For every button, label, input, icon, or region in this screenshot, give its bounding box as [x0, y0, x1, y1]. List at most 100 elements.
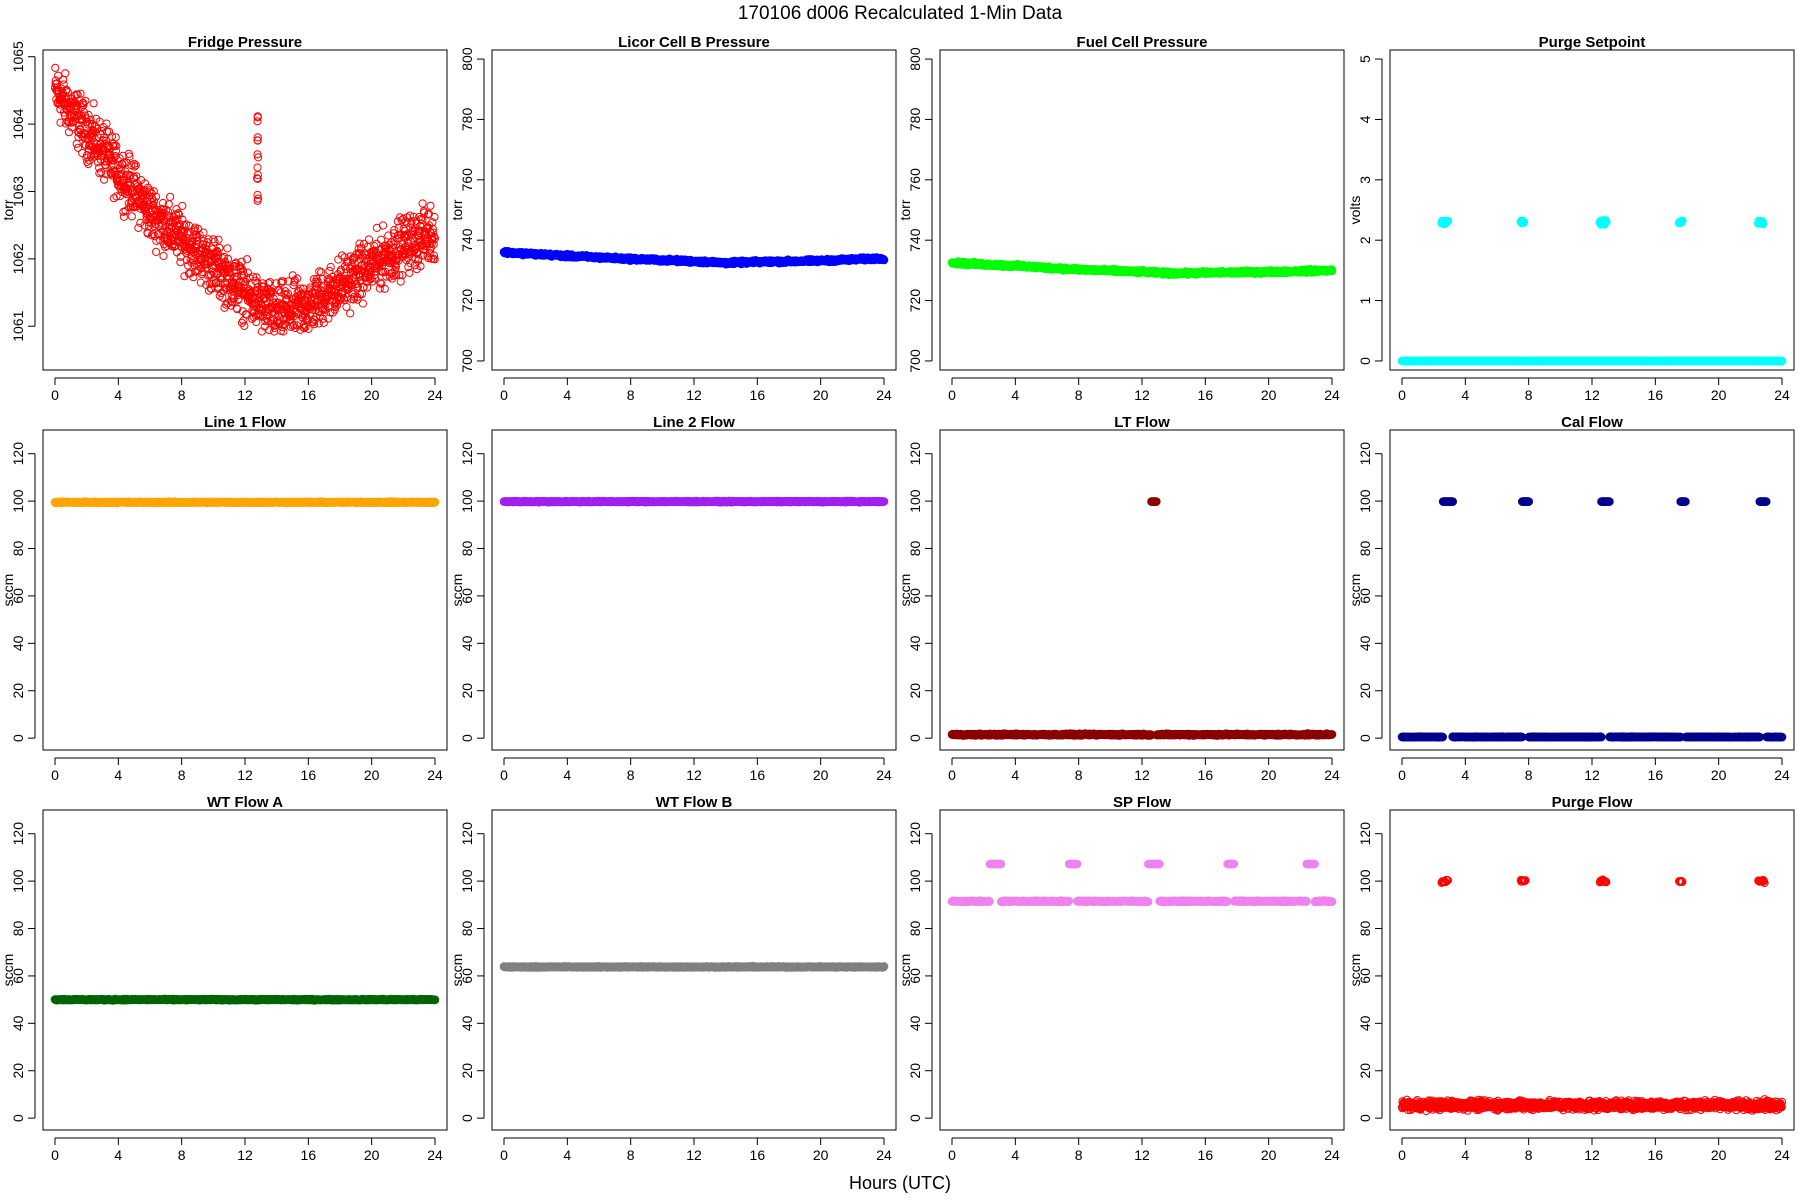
- data-point: [159, 251, 168, 261]
- x-tick-label: 16: [301, 767, 317, 783]
- data-point: [213, 248, 222, 257]
- y-tick-label: 720: [907, 289, 923, 313]
- data-point: [391, 265, 400, 275]
- data-point: [143, 229, 152, 238]
- data-point: [425, 248, 434, 257]
- x-tick-label: 16: [750, 387, 766, 403]
- x-tick-label: 8: [1525, 387, 1533, 403]
- data-point: [359, 283, 368, 292]
- y-axis-label: torr: [897, 199, 913, 220]
- data-point: [401, 217, 410, 226]
- data-point: [171, 210, 180, 219]
- data-point: [61, 69, 70, 78]
- data-point: [228, 282, 237, 291]
- data-point: [326, 262, 335, 272]
- data-point: [293, 274, 302, 283]
- plot-frame: [939, 49, 1345, 371]
- data-point: [151, 192, 160, 201]
- x-tick-label: 12: [237, 767, 253, 783]
- data-point: [430, 234, 440, 243]
- data-point: [130, 159, 139, 168]
- x-axis: 0 4 8 12 16 20 24: [51, 377, 443, 403]
- data-point: [337, 251, 347, 260]
- data-point: [358, 299, 367, 308]
- data-point: [112, 141, 121, 151]
- data-point: [378, 267, 387, 276]
- x-tick-label: 4: [114, 387, 122, 403]
- data-point: [125, 152, 134, 161]
- y-tick-label: 1: [1357, 296, 1373, 304]
- y-tick-label: 1064: [10, 108, 26, 139]
- outlier-point: [253, 174, 262, 183]
- x-tick-label: 20: [364, 767, 380, 783]
- data-point: [430, 212, 439, 222]
- data-point: [67, 123, 77, 132]
- data-point: [288, 321, 297, 330]
- data-point: [252, 273, 261, 282]
- data-point: [346, 309, 355, 318]
- y-tick-label: 0: [1357, 357, 1373, 365]
- data-point: [210, 237, 219, 246]
- y-tick-label: 1065: [10, 41, 26, 72]
- x-tick-label: 0: [1398, 387, 1406, 403]
- y-tick-label: 740: [907, 228, 923, 252]
- data-point: [318, 314, 327, 323]
- data-point: [428, 224, 437, 233]
- data-point: [54, 71, 63, 80]
- x-tick-label: 0: [948, 387, 956, 403]
- data-point: [363, 283, 372, 292]
- data-point: [109, 194, 119, 203]
- data-point: [130, 162, 139, 171]
- x-tick-label: 12: [1134, 387, 1150, 403]
- data-point: [430, 255, 439, 264]
- data-point: [214, 235, 223, 244]
- x-tick-label: 12: [237, 387, 253, 403]
- data-point: [64, 128, 74, 137]
- data-point: [296, 284, 305, 293]
- x-tick-label: 0: [500, 387, 508, 403]
- data-point: [78, 148, 87, 158]
- x-tick-label: 0: [51, 767, 59, 783]
- data-point: [243, 268, 252, 277]
- panel-title: Line 2 Flow: [653, 414, 735, 431]
- data-point: [158, 198, 168, 208]
- outlier-point: [254, 153, 263, 162]
- data-point: [281, 287, 290, 296]
- data-point: [429, 240, 438, 249]
- data-point: [304, 324, 313, 333]
- data-point: [403, 218, 412, 227]
- data-point: [406, 258, 415, 268]
- data-point: [149, 229, 158, 239]
- data-point: [428, 234, 437, 243]
- y-axis-label: sccm: [0, 574, 16, 607]
- data-point: [426, 201, 435, 210]
- y-axis-label: torr: [0, 199, 16, 220]
- data-point: [225, 268, 234, 277]
- y-tick-label: 700: [907, 349, 923, 373]
- data-point: [377, 261, 386, 270]
- x-tick-label: 8: [178, 767, 186, 783]
- data-point: [242, 255, 252, 264]
- data-point: [424, 254, 433, 263]
- data-point: [279, 327, 288, 336]
- panel-title: Line 1 Flow: [204, 414, 286, 431]
- data-point: [879, 255, 889, 265]
- data-point: [84, 160, 93, 169]
- data-point: [119, 212, 129, 221]
- data-point: [97, 168, 106, 177]
- outlier-point: [253, 136, 262, 145]
- data-point: [89, 99, 98, 108]
- data-point: [350, 258, 359, 267]
- data-point: [418, 215, 427, 225]
- data-point: [118, 151, 128, 160]
- data-point: [189, 273, 198, 282]
- data-point: [416, 214, 426, 223]
- data-point: [409, 212, 418, 221]
- x-tick-label: 8: [1075, 387, 1083, 403]
- data-point: [405, 268, 414, 277]
- cluster-point: [1519, 217, 1529, 227]
